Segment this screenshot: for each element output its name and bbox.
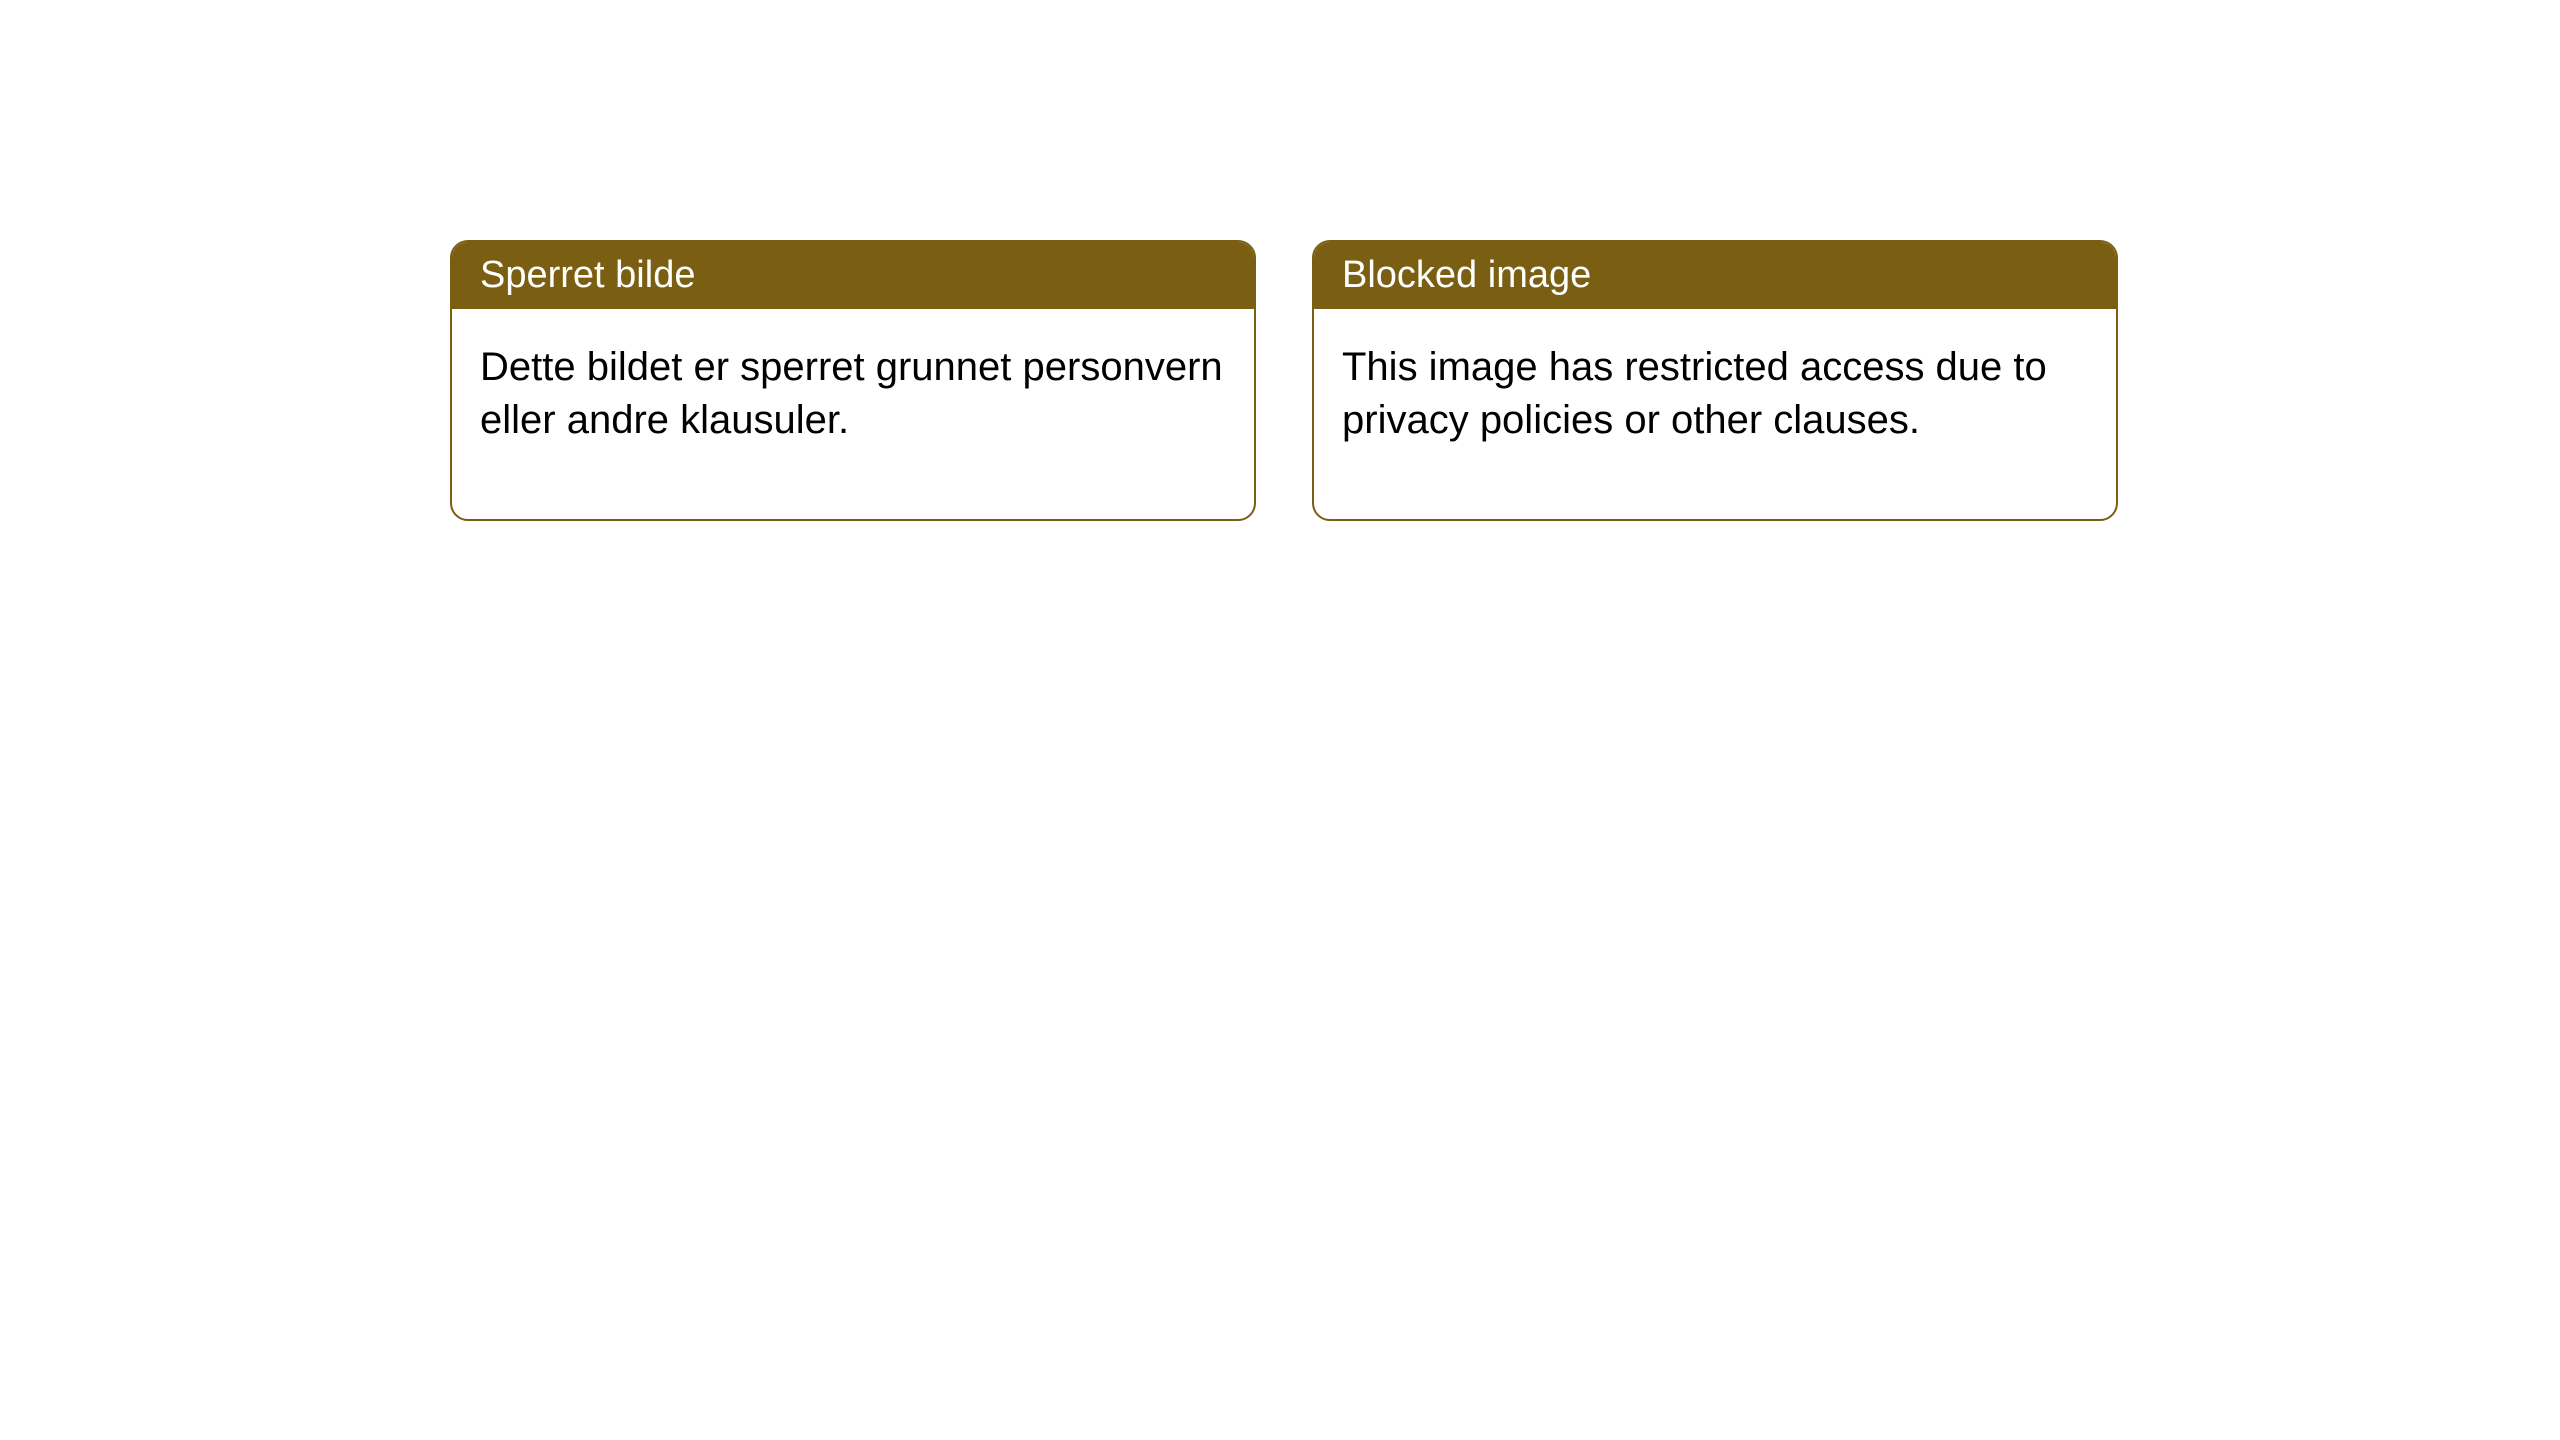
- notice-body-text: Dette bildet er sperret grunnet personve…: [480, 345, 1223, 442]
- notice-container: Sperret bilde Dette bildet er sperret gr…: [0, 0, 2560, 521]
- notice-body: Dette bildet er sperret grunnet personve…: [452, 309, 1254, 519]
- notice-body: This image has restricted access due to …: [1314, 309, 2116, 519]
- notice-card-norwegian: Sperret bilde Dette bildet er sperret gr…: [450, 240, 1256, 521]
- notice-title: Blocked image: [1342, 254, 1591, 296]
- notice-body-text: This image has restricted access due to …: [1342, 345, 2047, 442]
- notice-card-english: Blocked image This image has restricted …: [1312, 240, 2118, 521]
- notice-header: Blocked image: [1314, 242, 2116, 309]
- notice-title: Sperret bilde: [480, 254, 695, 296]
- notice-header: Sperret bilde: [452, 242, 1254, 309]
